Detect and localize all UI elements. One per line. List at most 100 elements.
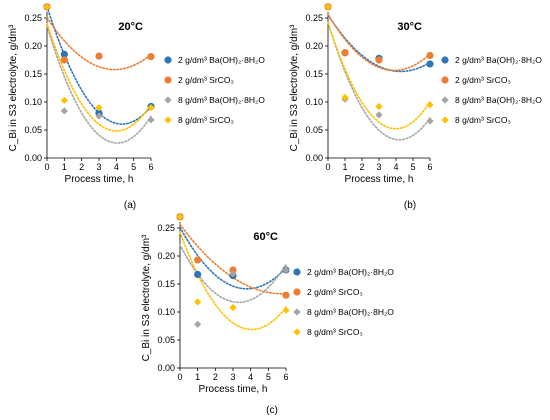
trend-line-sr2 xyxy=(46,16,152,71)
x-tick-label: 0 xyxy=(44,162,49,172)
data-point-sr8 xyxy=(194,298,202,306)
y-axis-title: C_Bi in S3 electrolyte, g/dm³ xyxy=(8,24,19,151)
data-point-sr2 xyxy=(375,56,383,64)
data-point-sr2 xyxy=(60,56,68,64)
y-tick-label: 0.05 xyxy=(305,125,323,135)
data-point-sr2 xyxy=(95,52,103,60)
legend-label-ba2: 2 g/dm³ Ba(OH)₂·8H₂O xyxy=(455,55,542,65)
legend-label-sr8: 8 g/dm³ SrCO₃ xyxy=(307,327,363,337)
data-point-ba2 xyxy=(60,50,68,59)
temperature-label: 20°C xyxy=(118,21,143,33)
data-point-sr8 xyxy=(341,93,349,102)
legend-label-ba2: 2 g/dm³ Ba(OH)₂·8H₂O xyxy=(178,55,265,65)
x-tick-label: 2 xyxy=(213,372,218,382)
y-tick-label: 0.10 xyxy=(157,307,175,317)
legend-label-sr8: 8 g/dm³ SrCO₃ xyxy=(455,115,511,125)
data-point-ba8 xyxy=(375,111,383,119)
data-point-sr8 xyxy=(60,96,68,104)
panel-label: (b) xyxy=(404,200,416,211)
y-axis-title: C_Bi in S3 electrolyte, g/dm³ xyxy=(289,24,300,151)
legend-label-sr2: 2 g/dm³ SrCO₃ xyxy=(178,75,234,85)
x-tick-label: 3 xyxy=(96,162,101,172)
x-tick-label: 5 xyxy=(131,162,136,172)
data-point-sr8 xyxy=(147,104,155,112)
x-tick-label: 1 xyxy=(62,162,67,172)
legend-label-ba8: 8 g/dm³ Ba(OH)₂·8H₂O xyxy=(307,307,394,317)
x-axis-title: Process time, h xyxy=(199,384,268,395)
y-tick-label: 0.20 xyxy=(24,41,42,51)
trend-line-sr8 xyxy=(327,21,431,130)
data-point-ba8 xyxy=(194,320,202,328)
data-point-ba8 xyxy=(426,117,434,125)
legend-marker-ba8 xyxy=(293,308,301,316)
trend-line-sr8 xyxy=(46,22,152,132)
y-tick-label: 0.25 xyxy=(305,13,323,23)
y-tick-label: 0.05 xyxy=(24,125,42,135)
data-point-sr2 xyxy=(229,266,237,274)
data-point-sr8 xyxy=(282,306,290,314)
legend: 2 g/dm³ Ba(OH)₂·8H₂O 2 g/dm³ SrCO₃ 8 g/dm³… xyxy=(441,55,542,125)
data-point-sr8 xyxy=(375,102,383,111)
temperature-label: 30°C xyxy=(397,21,422,33)
x-axis-title: Process time, h xyxy=(345,174,414,185)
legend-label-ba2: 2 g/dm³ Ba(OH)₂·8H₂O xyxy=(307,267,394,277)
x-tick-label: 5 xyxy=(410,162,415,172)
x-tick-label: 3 xyxy=(376,162,381,172)
data-point-ba8 xyxy=(95,112,103,120)
legend-marker-sr2 xyxy=(293,288,301,296)
data-point-ba8 xyxy=(147,116,155,124)
data-point-ba2 xyxy=(194,270,202,279)
data-point-ba8 xyxy=(282,266,290,274)
data-point-sr8 xyxy=(176,213,184,221)
y-tick-label: 0.20 xyxy=(305,41,323,51)
trend-line-sr2 xyxy=(327,13,431,72)
y-tick-label: 0.25 xyxy=(24,13,42,23)
legend-marker-ba8 xyxy=(164,96,172,104)
legend-marker-sr2 xyxy=(164,76,172,84)
data-point-ba8 xyxy=(60,107,68,115)
data-point-sr8 xyxy=(43,3,51,11)
data-point-ba8 xyxy=(229,270,237,278)
x-tick-label: 6 xyxy=(427,162,432,172)
panel-label: (c) xyxy=(266,405,278,416)
legend-marker-sr8 xyxy=(441,116,449,124)
temperature-label: 60°C xyxy=(253,231,278,243)
x-tick-label: 3 xyxy=(230,372,235,382)
legend-label-sr8: 8 g/dm³ SrCO₃ xyxy=(178,115,234,125)
data-point-sr8 xyxy=(229,303,237,312)
chart-panel-1: 0.00 0.05 0.10 0.15 0.20 0.25 0 1 2 3 4 5 6 Process t… xyxy=(8,3,265,211)
legend-marker-sr2 xyxy=(441,76,449,84)
x-tick-label: 1 xyxy=(342,162,347,172)
y-tick-label: 0.05 xyxy=(157,335,175,345)
x-tick-label: 1 xyxy=(195,372,200,382)
y-tick-label: 0.10 xyxy=(305,97,323,107)
legend-marker-ba8 xyxy=(441,96,449,104)
legend-label-ba8: 8 g/dm³ Ba(OH)₂·8H₂O xyxy=(178,95,265,105)
data-point-sr2 xyxy=(194,256,202,264)
data-point-sr2 xyxy=(147,53,155,61)
y-tick-label: 0.00 xyxy=(157,363,175,373)
x-tick-label: 2 xyxy=(359,162,364,172)
x-tick-label: 4 xyxy=(393,162,398,172)
x-tick-label: 4 xyxy=(114,162,119,172)
legend: 2 g/dm³ Ba(OH)₂·8H₂O 2 g/dm³ SrCO₃ 8 g/dm³… xyxy=(293,267,394,337)
legend-marker-ba2 xyxy=(441,56,449,64)
data-point-sr2 xyxy=(426,51,434,60)
legend-label-ba8: 8 g/dm³ Ba(OH)₂·8H₂O xyxy=(455,95,542,105)
x-tick-label: 6 xyxy=(148,162,153,172)
legend: 2 g/dm³ Ba(OH)₂·8H₂O 2 g/dm³ SrCO₃ 8 g/dm³… xyxy=(164,55,265,125)
x-tick-label: 6 xyxy=(283,372,288,382)
data-point-ba2 xyxy=(426,60,434,68)
y-tick-label: 0.00 xyxy=(24,153,42,163)
x-tick-label: 5 xyxy=(266,372,271,382)
y-tick-label: 0.15 xyxy=(24,69,42,79)
x-tick-label: 0 xyxy=(325,162,330,172)
legend-label-sr2: 2 g/dm³ SrCO₃ xyxy=(307,287,363,297)
data-point-sr8 xyxy=(324,3,332,11)
y-axis-title: C_Bi in S3 electrolyte, g/dm³ xyxy=(141,234,152,361)
legend-marker-sr8 xyxy=(293,328,301,336)
y-tick-label: 0.15 xyxy=(157,279,175,289)
data-point-sr2 xyxy=(282,291,290,299)
legend-label-sr2: 2 g/dm³ SrCO₃ xyxy=(455,75,511,85)
